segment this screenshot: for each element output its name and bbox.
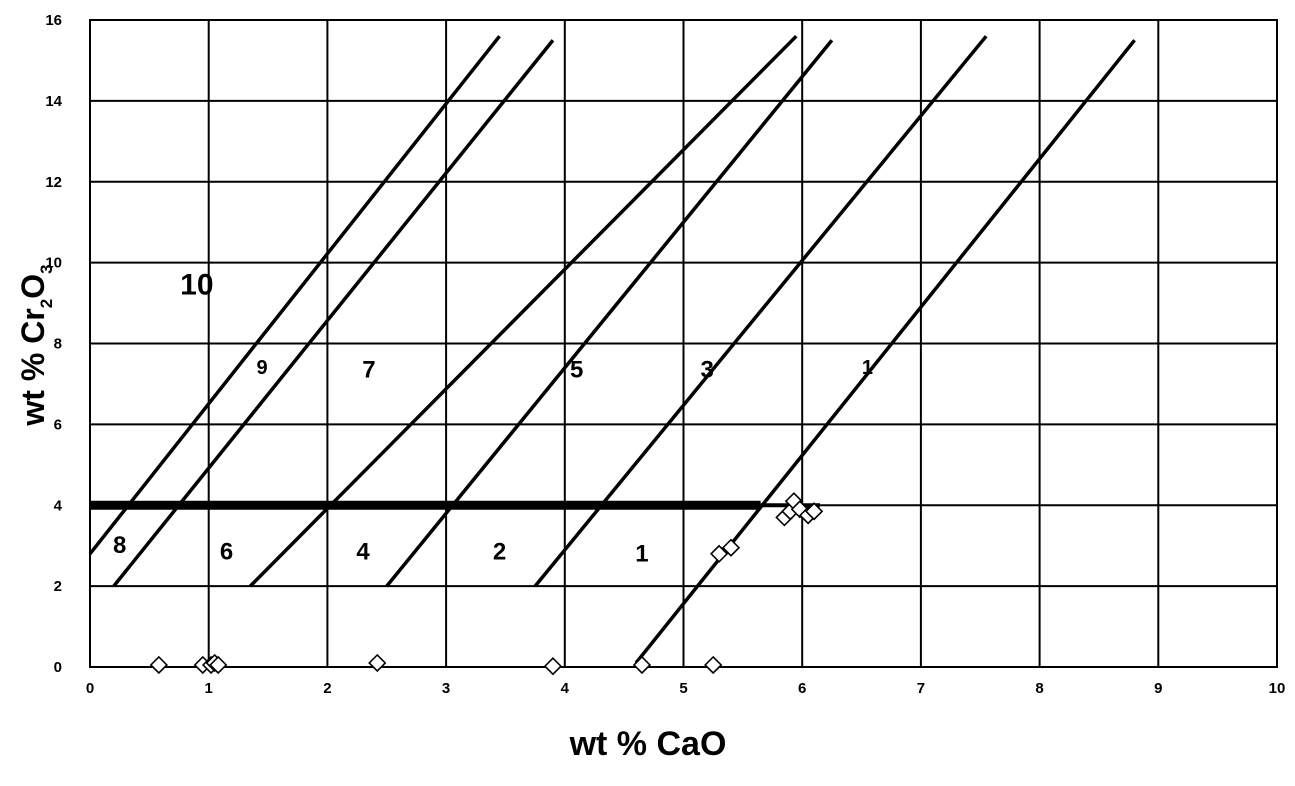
y-axis-title-o: O: [15, 274, 51, 299]
boundary-line: [533, 35, 988, 588]
y-tick-labels: 0 2 4 6 8 10 12 14 16: [45, 12, 62, 676]
region-label: 6: [220, 538, 233, 565]
data-point-diamond: [709, 544, 729, 563]
y-axis-title-main: wt % Cr: [15, 308, 51, 426]
y-tick-label: 8: [54, 336, 62, 353]
data-point-diamond: [632, 655, 652, 675]
region-label: 1: [635, 540, 648, 567]
data-point-diamond: [368, 653, 387, 673]
x-tick-label: 7: [917, 680, 925, 697]
data-point-diamond: [804, 502, 824, 521]
region-label: 9: [257, 357, 268, 379]
y-tick-label: 10: [45, 255, 62, 272]
data-point-diamond: [704, 655, 723, 675]
y-tick-label: 2: [54, 578, 62, 595]
boundary-line: [249, 34, 798, 588]
x-tick-label: 2: [323, 680, 331, 697]
y-tick-label: 6: [54, 416, 62, 433]
x-tick-label: 0: [86, 680, 94, 697]
region-label: 5: [570, 356, 583, 383]
y-tick-label: 4: [54, 497, 63, 514]
x-tick-label: 4: [561, 680, 570, 697]
data-point-diamond: [209, 655, 228, 675]
x-axis-title: wt % CaO: [569, 725, 727, 763]
data-point-diamond: [149, 655, 168, 675]
x-tick-label: 8: [1035, 680, 1043, 697]
x-tick-labels: 0 1 2 3 4 5 6 7 8 9 10: [86, 680, 1286, 697]
boundary-line: [634, 39, 1136, 665]
x-tick-label: 10: [1269, 680, 1286, 697]
data-point-diamond: [543, 657, 563, 676]
y-axis-title-sub-3: 3: [37, 264, 56, 273]
x-tick-label: 5: [679, 680, 687, 697]
region-label: 4: [356, 538, 370, 565]
y-tick-label: 14: [45, 93, 62, 110]
region-label: 7: [362, 356, 375, 383]
y-tick-label: 12: [45, 174, 62, 191]
y-axis-title-sub-2: 2: [37, 299, 56, 308]
y-tick-label: 0: [54, 659, 62, 676]
x-tick-label: 1: [205, 680, 213, 697]
y-tick-label: 16: [45, 12, 62, 29]
y-axis-title: wt % Cr2O3: [15, 264, 56, 426]
region-label: 8: [113, 532, 126, 559]
region-label: 3: [701, 356, 714, 383]
region-label: 10: [180, 268, 213, 301]
x-tick-label: 3: [442, 680, 450, 697]
boundary-line: [112, 39, 555, 588]
boundary-lines: [88, 34, 1136, 665]
region-label: 2: [493, 538, 506, 565]
data-point-diamond: [721, 538, 741, 557]
boundary-line: [88, 35, 501, 555]
boundary-line: [385, 39, 834, 588]
data-points: [149, 492, 824, 676]
region-labels: 10 9 7 5 3 1 8 6 4 2 1: [113, 268, 873, 567]
x-tick-label: 9: [1154, 680, 1162, 697]
region-label: 1: [862, 357, 873, 379]
plot-frame: [89, 19, 1278, 668]
x-tick-label: 6: [798, 680, 806, 697]
